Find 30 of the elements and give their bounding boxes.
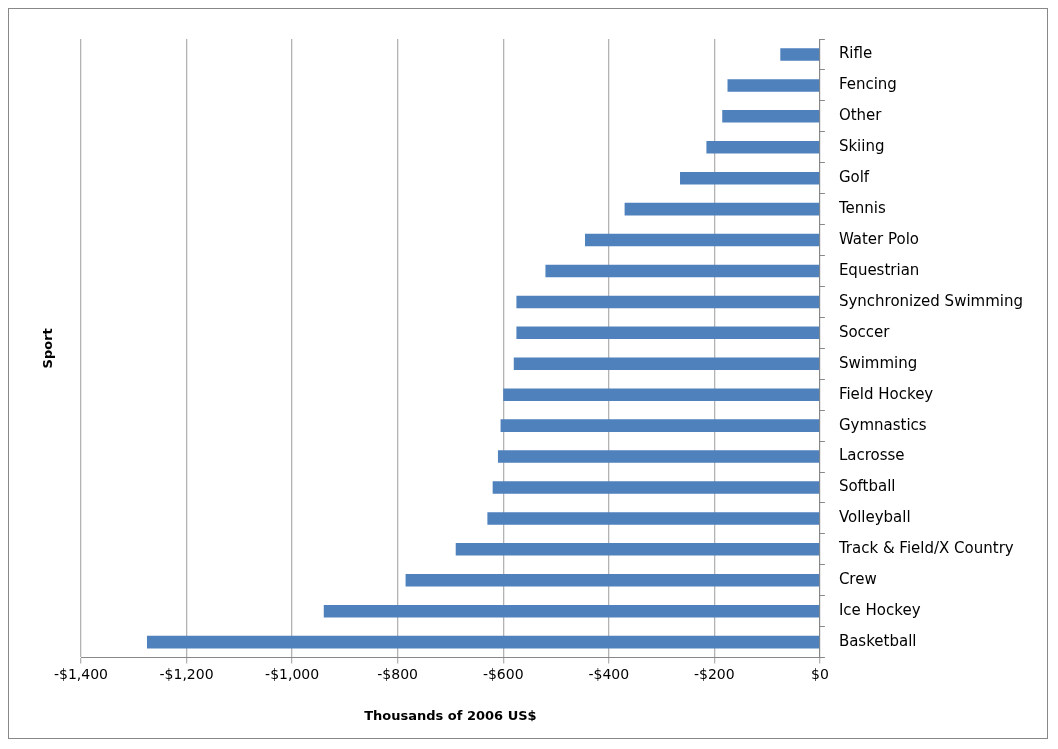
x-tick-label: -$800: [377, 665, 419, 682]
y-tick-label: Ice Hockey: [838, 601, 921, 620]
y-tick-label: Soccer: [838, 322, 891, 341]
y-tick-label: Crew: [838, 570, 877, 589]
x-tick-label: -$200: [693, 665, 735, 682]
y-tick-label: Basketball: [838, 632, 917, 651]
y-tick-label: Tennis: [837, 199, 886, 218]
x-tick-label: -$1,400: [53, 665, 109, 682]
y-tick-label: Equestrian: [838, 260, 920, 279]
x-axis-title: Thousands of 2006 US$: [364, 707, 537, 723]
y-tick-label: Swimming: [838, 353, 918, 372]
y-tick-label: Other: [838, 106, 883, 125]
y-tick-label: Rifle: [838, 44, 873, 63]
x-tick-label: -$1,000: [265, 665, 320, 682]
y-tick-label: Volleyball: [838, 508, 911, 527]
y-tick-label: Water Polo: [838, 229, 920, 248]
y-tick-label: Lacrosse: [838, 446, 905, 465]
y-tick-label: Skiing: [838, 137, 885, 156]
x-tick-label: -$1,200: [159, 665, 214, 682]
y-tick-label: Fencing: [838, 75, 897, 94]
y-tick-label: Field Hockey: [838, 384, 934, 403]
y-tick-label: Track & Field/X Country: [837, 539, 1014, 558]
y-tick-label: Golf: [838, 168, 870, 187]
y-tick-label: Gymnastics: [838, 415, 927, 434]
y-axis-title: Sport: [40, 328, 56, 369]
y-tick-label: Synchronized Swimming: [838, 291, 1024, 310]
x-tick-label: $0: [810, 665, 829, 682]
x-tick-label: -$400: [588, 665, 630, 682]
y-tick-label: Softball: [838, 477, 896, 496]
x-tick-label: -$600: [482, 665, 524, 682]
